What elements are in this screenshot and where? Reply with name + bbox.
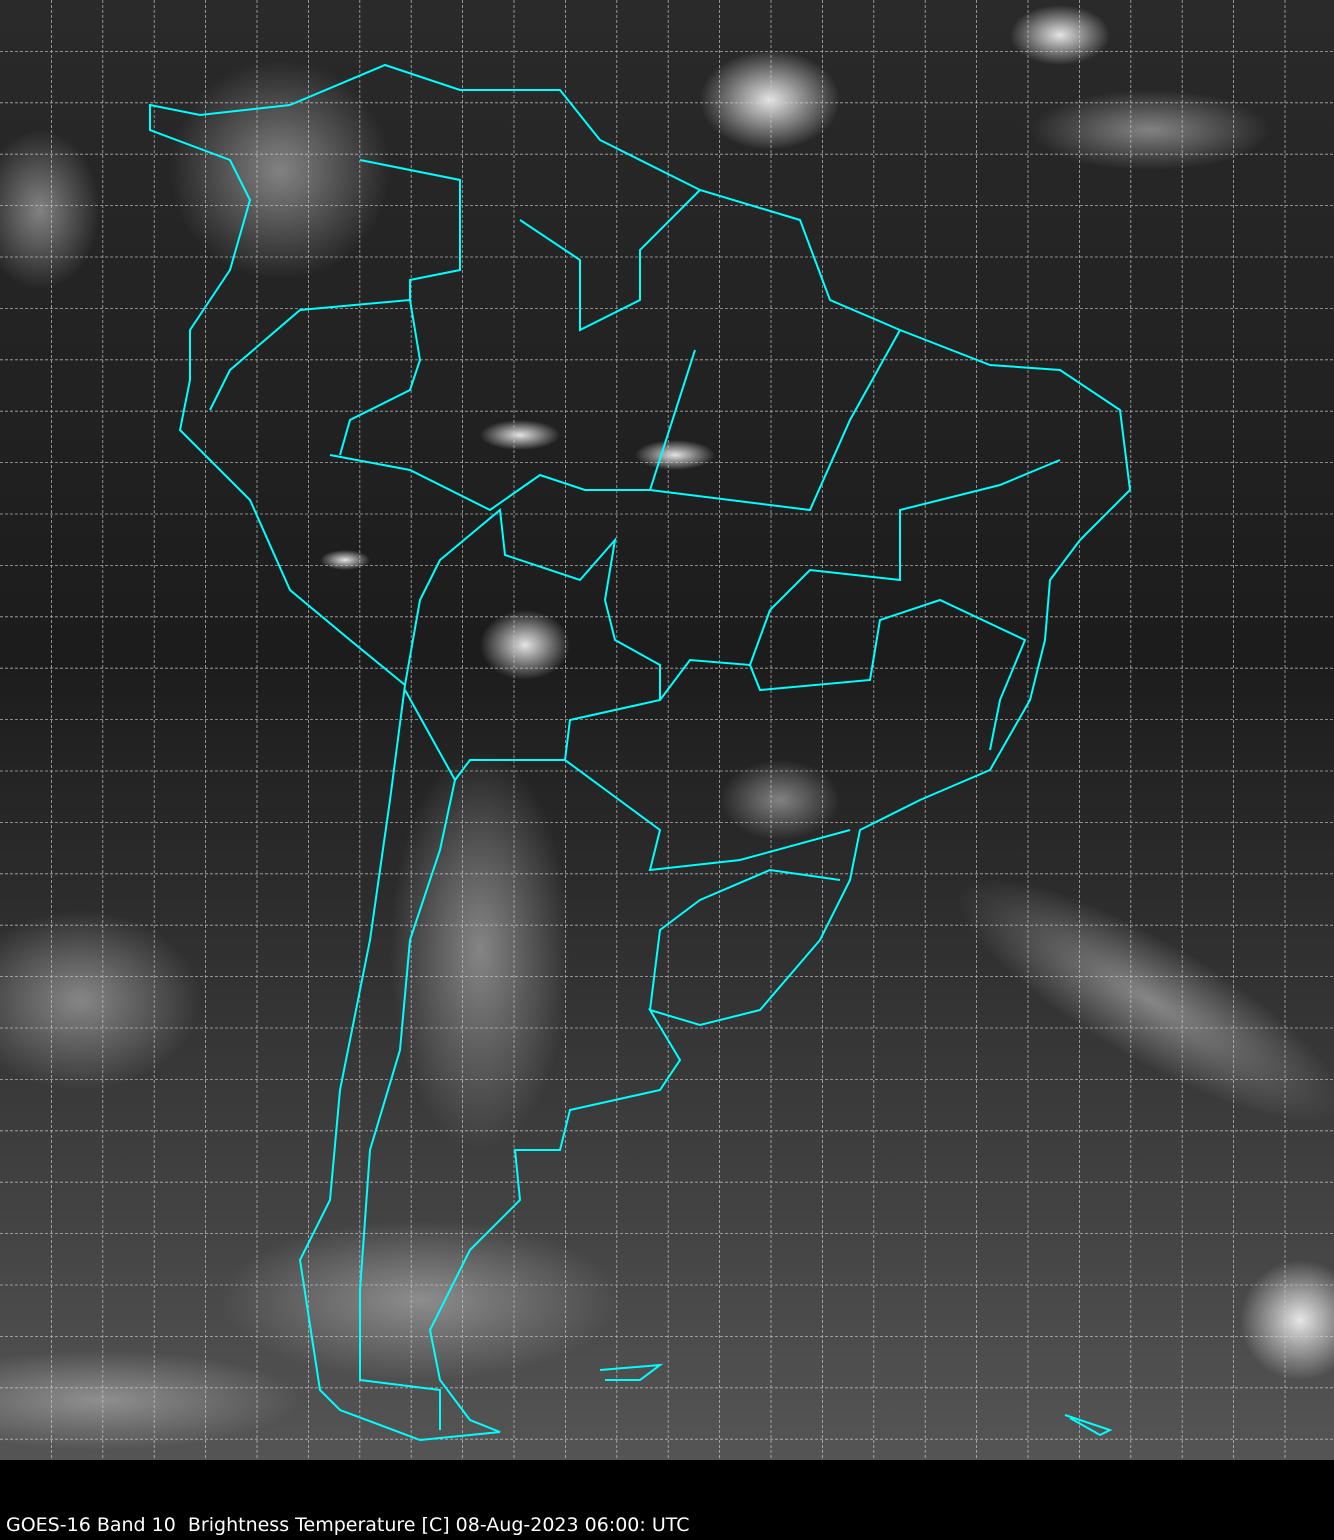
image-caption: GOES-16 Band 10 Brightness Temperature […: [6, 1514, 690, 1536]
border-line: [339, 299, 422, 456]
border-line: [659, 459, 1061, 701]
border-line: [649, 868, 841, 1011]
border-line: [749, 598, 1027, 751]
border-line: [209, 159, 461, 411]
border-line: [359, 779, 456, 1430]
border-line: [649, 329, 901, 512]
continent-coastline: [149, 63, 1132, 1442]
satellite-image: [0, 0, 1334, 1460]
border-line: [519, 189, 701, 332]
country-and-state-borders: [149, 63, 1132, 1442]
border-line: [404, 508, 661, 782]
cloud-features: [0, 5, 1334, 1450]
border-line: [1064, 1414, 1113, 1437]
lat-lon-grid: [0, 0, 1334, 1460]
border-line: [599, 1363, 664, 1381]
border-line: [564, 759, 851, 872]
